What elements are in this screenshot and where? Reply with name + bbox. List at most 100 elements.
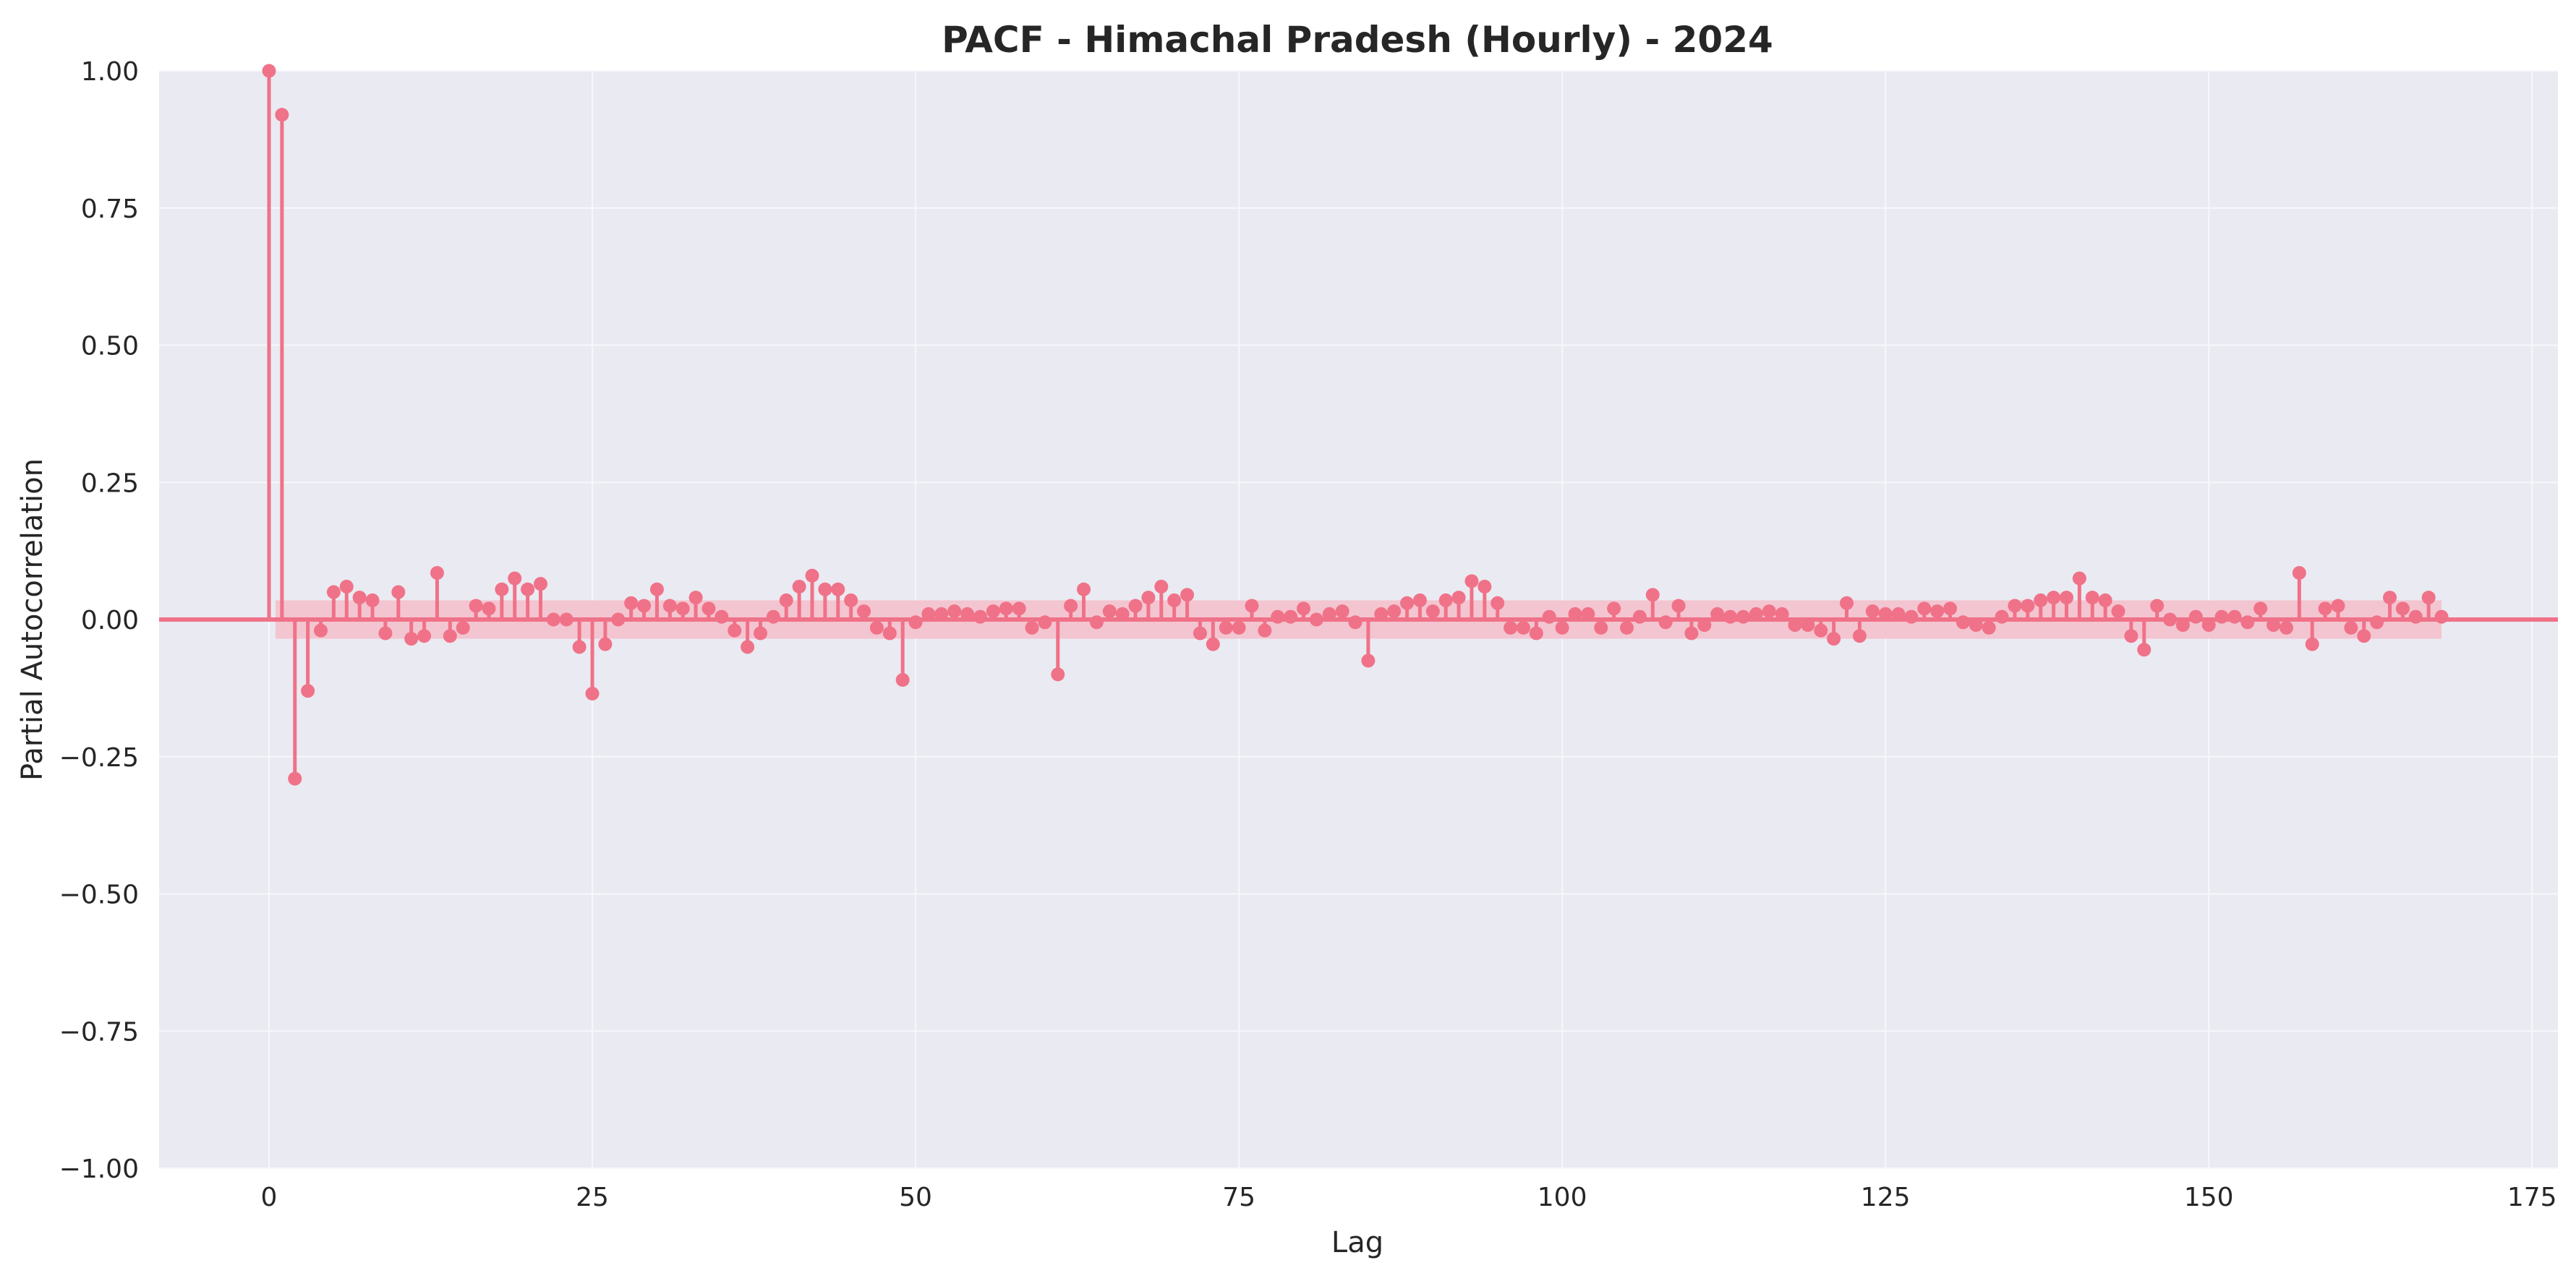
stem-marker-lag-122 [1840, 596, 1854, 610]
stem-marker-lag-51 [921, 607, 936, 621]
y-tick-label: −1.00 [59, 1154, 139, 1184]
stem-marker-lag-104 [1607, 601, 1621, 616]
stem-marker-lag-106 [1632, 609, 1647, 624]
y-tick-label: −0.25 [59, 743, 139, 773]
stem-marker-lag-144 [2124, 629, 2138, 643]
y-tick-label: 0.50 [81, 332, 139, 361]
stem-marker-lag-10 [391, 585, 406, 599]
stem-marker-lag-75 [1232, 620, 1246, 635]
stem-marker-lag-84 [1348, 615, 1362, 630]
stem-marker-lag-88 [1400, 596, 1415, 610]
stem-marker-lag-165 [2395, 601, 2410, 616]
stem-marker-lag-49 [895, 672, 910, 687]
stem-marker-lag-164 [2383, 591, 2397, 605]
stem-marker-lag-141 [2085, 591, 2099, 605]
stem-marker-lag-108 [1658, 615, 1673, 630]
stem-marker-lag-43 [818, 582, 832, 596]
stem-marker-lag-118 [1788, 618, 1802, 633]
stem-marker-lag-160 [2331, 599, 2345, 613]
stem-marker-lag-148 [2175, 618, 2190, 633]
stem-marker-lag-28 [624, 596, 639, 610]
stem-marker-lag-24 [572, 640, 587, 654]
stem-marker-lag-150 [2201, 618, 2216, 633]
y-tick-label: 1.00 [81, 57, 139, 87]
stem-marker-lag-163 [2370, 615, 2384, 630]
stem-marker-lag-145 [2137, 643, 2151, 657]
stem-marker-lag-67 [1128, 599, 1143, 613]
stem-marker-lag-59 [1025, 620, 1039, 635]
stem-marker-lag-61 [1051, 667, 1065, 682]
x-tick-label: 100 [1538, 1183, 1587, 1212]
stem-marker-lag-47 [869, 620, 884, 635]
y-tick-label: −0.75 [59, 1017, 139, 1047]
stem-marker-lag-147 [2163, 612, 2178, 627]
stem-marker-lag-57 [999, 601, 1013, 616]
stem-marker-lag-64 [1089, 615, 1104, 630]
stem-marker-lag-153 [2240, 615, 2255, 630]
stem-marker-lag-110 [1684, 626, 1699, 640]
stem-marker-lag-7 [352, 591, 367, 605]
stem-marker-lag-116 [1762, 604, 1776, 619]
stem-marker-lag-36 [728, 623, 742, 638]
stem-marker-lag-143 [2111, 604, 2125, 619]
stem-marker-lag-53 [947, 604, 962, 619]
x-tick-label: 50 [899, 1183, 932, 1212]
y-tick-label: 0.00 [81, 606, 139, 635]
stem-marker-lag-100 [1555, 620, 1569, 635]
stem-marker-lag-29 [637, 599, 652, 613]
stem-marker-lag-158 [2305, 637, 2319, 651]
stem-marker-lag-149 [2188, 609, 2203, 624]
stem-marker-lag-77 [1258, 623, 1272, 638]
stem-marker-lag-70 [1167, 593, 1182, 607]
stem-marker-lag-105 [1620, 620, 1634, 635]
x-tick-label: 75 [1222, 1183, 1255, 1212]
stem-marker-lag-109 [1671, 599, 1686, 613]
stem-marker-lag-114 [1736, 609, 1750, 624]
stem-marker-lag-6 [339, 579, 354, 594]
stem-marker-lag-92 [1451, 591, 1466, 605]
stem-marker-lag-58 [1012, 601, 1026, 616]
stem-marker-lag-156 [2279, 620, 2293, 635]
stem-marker-lag-4 [314, 623, 328, 638]
stem-marker-lag-166 [2408, 609, 2423, 624]
stem-marker-lag-17 [482, 601, 496, 616]
stem-marker-lag-79 [1284, 609, 1298, 624]
stem-marker-lag-33 [688, 591, 703, 605]
stem-marker-lag-56 [986, 604, 1000, 619]
stem-marker-lag-167 [2421, 591, 2436, 605]
stem-marker-lag-98 [1529, 626, 1543, 640]
stem-marker-lag-11 [404, 632, 419, 646]
stem-marker-lag-138 [2047, 591, 2061, 605]
markers [262, 64, 2449, 786]
stem-marker-lag-21 [534, 577, 548, 591]
stem-marker-lag-74 [1219, 620, 1233, 635]
stem-marker-lag-52 [934, 607, 949, 621]
stem-marker-lag-16 [469, 599, 483, 613]
x-tick-label: 175 [2507, 1183, 2557, 1212]
stem-marker-lag-1 [275, 108, 289, 122]
stem-marker-lag-63 [1077, 582, 1091, 596]
x-tick-label: 0 [261, 1183, 278, 1212]
stem-marker-lag-18 [495, 582, 509, 596]
stem-marker-lag-8 [365, 593, 380, 607]
stem-marker-lag-62 [1064, 599, 1078, 613]
stem-marker-lag-34 [701, 601, 716, 616]
stem-marker-lag-22 [546, 612, 560, 627]
stem-marker-lag-121 [1827, 632, 1841, 646]
stem-marker-lag-46 [857, 604, 871, 619]
stem-marker-lag-40 [779, 593, 793, 607]
stem-marker-lag-128 [1917, 601, 1932, 616]
stem-marker-lag-140 [2072, 571, 2086, 586]
stem-marker-lag-26 [598, 637, 613, 651]
x-axis-ticks: 0 25 50 75 100 125 150 175 [261, 1183, 2557, 1212]
stem-marker-lag-30 [649, 582, 664, 596]
stem-marker-lag-95 [1490, 596, 1505, 610]
stem-marker-lag-119 [1801, 618, 1815, 633]
stem-marker-lag-125 [1878, 607, 1893, 621]
stem-marker-lag-146 [2150, 599, 2165, 613]
stem-marker-lag-12 [417, 629, 432, 643]
stem-marker-lag-154 [2253, 601, 2268, 616]
stem-marker-lag-73 [1206, 637, 1220, 651]
stem-marker-lag-97 [1516, 620, 1530, 635]
stem-marker-lag-117 [1775, 607, 1789, 621]
